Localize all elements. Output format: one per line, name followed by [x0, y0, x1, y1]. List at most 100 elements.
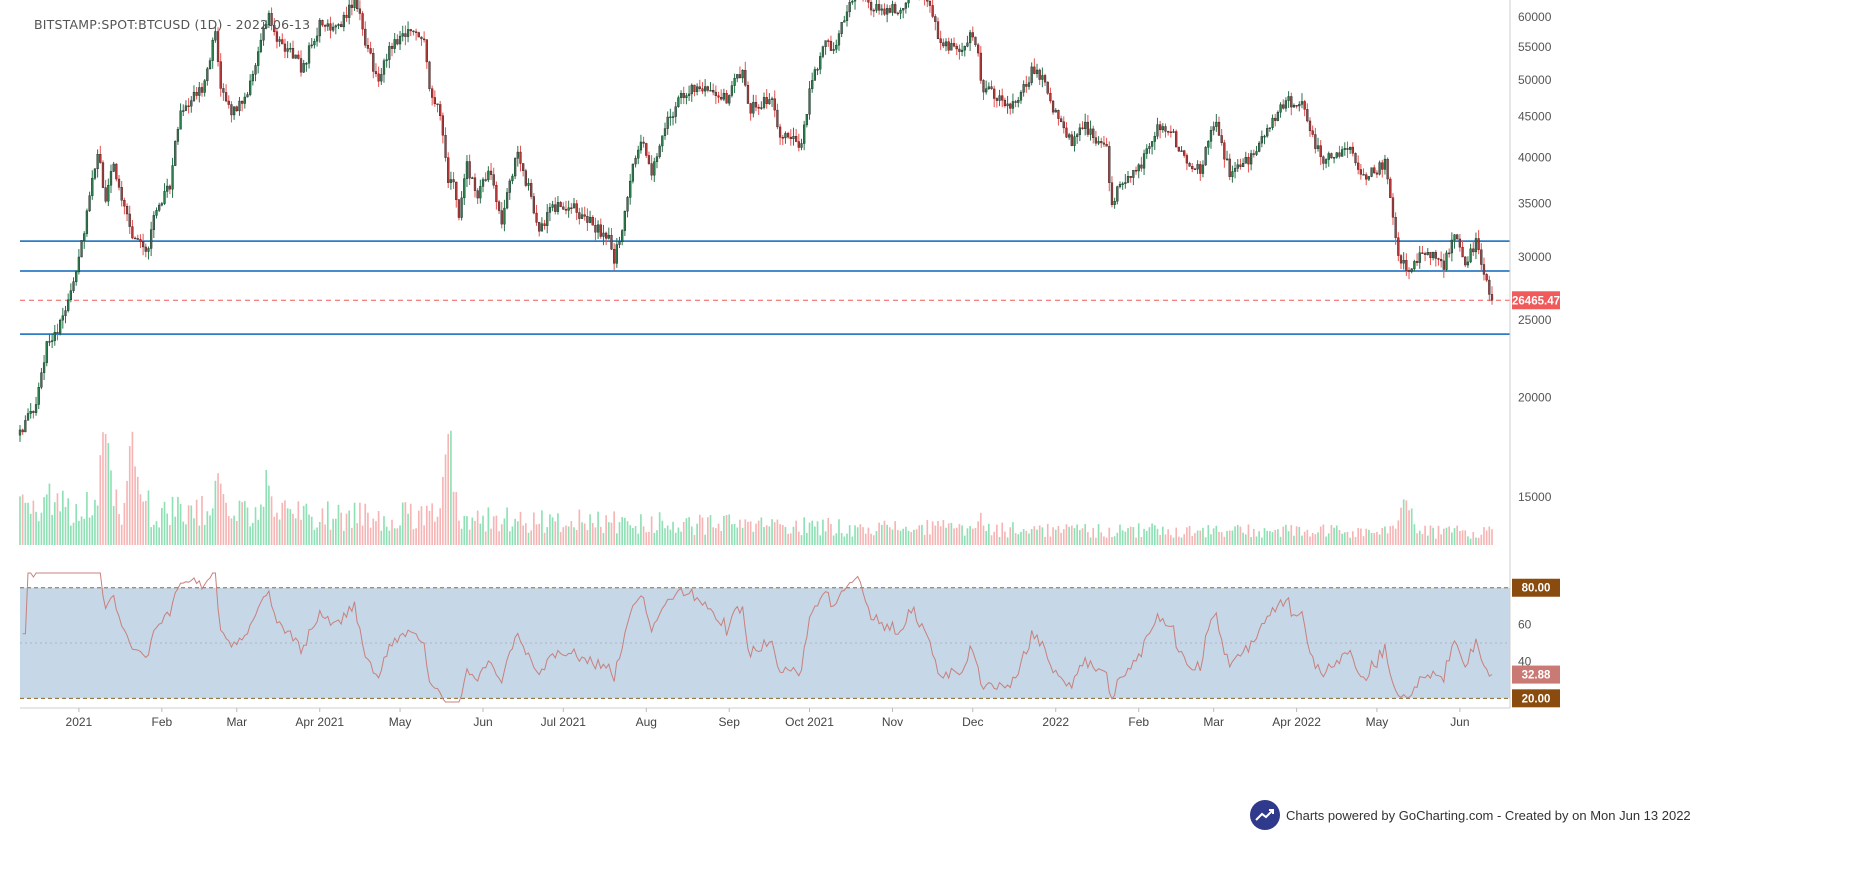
- candle-body: [350, 4, 354, 8]
- candle-body: [968, 32, 972, 44]
- volume-bar: [70, 525, 72, 545]
- candle-body: [393, 39, 396, 49]
- volume-bar: [629, 525, 632, 545]
- volume-bar: [19, 496, 21, 545]
- candle-body: [1271, 117, 1274, 128]
- volume-bar: [1105, 537, 1108, 545]
- volume-bar: [131, 431, 134, 545]
- candle-body: [990, 86, 993, 90]
- candle-body: [1124, 182, 1127, 184]
- candle-body: [982, 80, 985, 93]
- candle-body: [1169, 131, 1172, 134]
- candle-body: [851, 0, 854, 3]
- volume-bar: [1244, 534, 1247, 545]
- candle-body: [200, 87, 204, 93]
- candle-body: [800, 143, 803, 148]
- candle-body: [1362, 174, 1365, 176]
- volume-bar: [425, 505, 428, 545]
- candle-body: [538, 222, 541, 232]
- volume-bar: [958, 524, 961, 545]
- volume-bar: [567, 526, 570, 545]
- volume-bar: [747, 521, 749, 545]
- candle-body: [928, 1, 932, 6]
- candle-body: [1041, 75, 1044, 80]
- candle-body: [629, 180, 632, 198]
- volume-bar: [551, 517, 554, 545]
- candle-body: [942, 42, 945, 47]
- volume-bar: [230, 518, 233, 545]
- volume-bar: [859, 524, 862, 545]
- volume-bar: [1097, 524, 1100, 545]
- volume-bar: [292, 513, 294, 545]
- candle-body: [773, 98, 776, 111]
- volume-bar: [1314, 534, 1317, 545]
- volume-bar: [929, 534, 931, 545]
- candle-body: [1469, 248, 1472, 263]
- candle-body: [1172, 131, 1175, 133]
- candle-body: [1252, 153, 1255, 155]
- volume-bar: [715, 528, 717, 545]
- candle-body: [1105, 144, 1108, 147]
- candle-body: [471, 177, 474, 179]
- volume-bar: [96, 505, 99, 545]
- volume-bar: [840, 533, 843, 545]
- volume-bar: [1330, 525, 1333, 545]
- volume-bar: [128, 446, 131, 545]
- volume-bar: [1386, 533, 1389, 545]
- candle-body: [214, 31, 217, 41]
- volume-bar: [375, 521, 377, 545]
- volume-bar: [1453, 528, 1456, 545]
- volume-bar: [1046, 523, 1049, 545]
- volume-bar: [43, 497, 45, 545]
- candle-body: [1062, 121, 1065, 129]
- volume-bar: [169, 525, 171, 545]
- candle-body: [318, 20, 321, 37]
- volume-bar: [243, 501, 246, 545]
- candle-body: [109, 171, 113, 186]
- volume-bar: [209, 515, 211, 545]
- volume-bar: [1170, 535, 1172, 545]
- volume-bar: [155, 521, 158, 545]
- candle-body: [599, 224, 602, 237]
- volume-bar: [843, 536, 846, 545]
- candle-body: [232, 106, 236, 116]
- candle-body: [1102, 142, 1106, 145]
- candle-body: [1158, 124, 1162, 131]
- volume-bar: [1210, 534, 1212, 545]
- volume-bar: [538, 523, 541, 545]
- volume-bar: [1354, 537, 1357, 545]
- volume-bar: [1022, 529, 1025, 545]
- volume-bar: [634, 526, 637, 545]
- volume-bar: [1368, 529, 1370, 545]
- candle-body: [604, 232, 608, 239]
- volume-bar: [187, 505, 190, 545]
- candle-body: [891, 4, 894, 13]
- candle-body: [455, 181, 458, 200]
- volume-bar: [1215, 525, 1218, 545]
- volume-bar: [144, 500, 147, 545]
- volume-bar: [1303, 531, 1306, 545]
- candle-body: [281, 39, 284, 45]
- candle-body: [1126, 175, 1130, 183]
- volume-bar: [72, 522, 75, 545]
- candle-body: [634, 157, 637, 165]
- volume-bar: [1234, 526, 1236, 545]
- volume-bar: [166, 513, 169, 545]
- candle-body: [294, 54, 297, 59]
- volume-bar: [527, 532, 530, 545]
- candle-body: [1405, 260, 1408, 271]
- candle-body: [1249, 153, 1253, 165]
- volume-bar: [642, 526, 645, 545]
- candle-body: [1453, 234, 1456, 241]
- candle-body: [141, 241, 145, 248]
- volume-bar: [867, 527, 870, 545]
- volume-bar: [372, 518, 375, 545]
- volume-bar: [677, 527, 680, 545]
- candle-body: [1078, 127, 1081, 135]
- volume-bar: [1092, 527, 1095, 545]
- candle-body: [1292, 105, 1296, 108]
- volume-bar: [471, 517, 474, 545]
- volume-bar: [316, 527, 318, 545]
